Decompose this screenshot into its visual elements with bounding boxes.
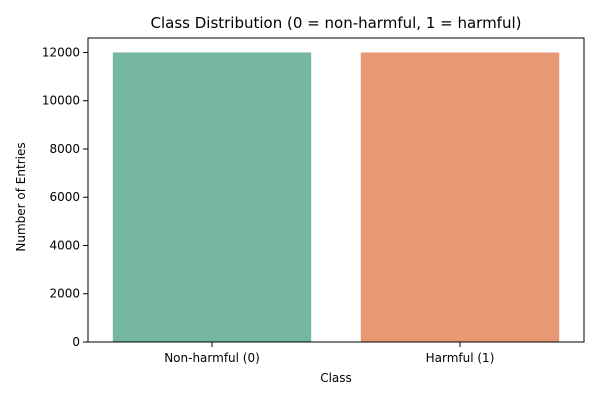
plot-area: Non-harmful (0) Harmful (1) 0 2000 4000 6000 8… [42, 37, 585, 365]
y-tick-label-2: 4000 [49, 238, 80, 252]
x-tick-label-1: Harmful (1) [426, 351, 495, 365]
bar-1 [360, 52, 560, 342]
y-axis-label: Number of Entries [14, 142, 28, 251]
axes-frame [87, 37, 585, 343]
y-tick-label-6: 12000 [42, 45, 80, 59]
y-tick-label-0: 0 [72, 335, 80, 349]
y-tick-label-3: 6000 [49, 190, 80, 204]
bar-0 [112, 52, 312, 342]
x-axis-label: Class [320, 371, 352, 385]
chart-title: Class Distribution (0 = non-harmful, 1 =… [151, 14, 522, 32]
y-tick-label-5: 10000 [42, 94, 80, 108]
x-tick-label-0: Non-harmful (0) [164, 351, 260, 365]
y-tick-label-1: 2000 [49, 287, 80, 301]
y-tick-label-4: 8000 [49, 142, 80, 156]
